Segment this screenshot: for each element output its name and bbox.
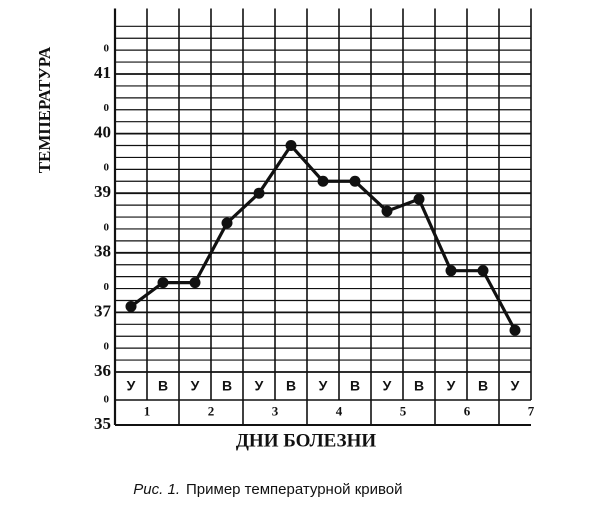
day-label: 1 — [144, 403, 151, 418]
y-tick-degree: 0 — [104, 341, 110, 353]
point — [125, 300, 137, 312]
y-tick-label: 37 — [94, 301, 112, 320]
x-tick-label: В — [414, 378, 424, 394]
x-tick-label: У — [255, 378, 264, 394]
caption-label: Рис. 1. — [133, 481, 180, 498]
y-tick-label: 35 — [94, 414, 111, 433]
day-label: 5 — [400, 403, 407, 418]
day-label: 3 — [272, 403, 279, 418]
point — [253, 187, 265, 199]
x-tick-label: У — [383, 378, 392, 394]
x-tick-label: В — [222, 378, 232, 394]
point — [413, 193, 425, 205]
day-label: 6 — [464, 403, 471, 418]
y-tick-label: 41 — [94, 63, 111, 82]
y-tick-label: 36 — [94, 361, 111, 380]
temperature-line — [130, 143, 517, 332]
y-tick-degree: 0 — [104, 162, 110, 174]
point — [381, 205, 393, 217]
x-tick-label: У — [191, 378, 200, 394]
point — [221, 217, 233, 229]
x-tick-label: У — [127, 378, 136, 394]
y-axis-label: ТЕМПЕРАТУРА — [35, 46, 54, 173]
y-tick-degree: 0 — [104, 394, 110, 406]
x-tick-label: В — [286, 378, 296, 394]
point — [157, 277, 169, 289]
y-tick-degree: 0 — [104, 102, 110, 114]
y-tick-label: 39 — [94, 182, 111, 201]
x-tick-label: В — [478, 378, 488, 394]
caption-text: Пример температурной кривой — [186, 481, 403, 498]
y-tick-label: 40 — [94, 123, 111, 142]
day-label: 7 — [528, 403, 535, 418]
x-tick-label: У — [447, 378, 456, 394]
x-tick-label: В — [350, 378, 360, 394]
point — [189, 277, 201, 289]
point — [445, 265, 457, 277]
y-tick-degree: 0 — [104, 281, 110, 293]
point — [349, 175, 361, 187]
x-tick-label: В — [158, 378, 168, 394]
point — [317, 175, 329, 187]
y-tick-degree: 0 — [104, 221, 110, 233]
point — [285, 140, 297, 152]
x-axis-label: ДНИ БОЛЕЗНИ — [236, 430, 377, 451]
day-label: 2 — [208, 403, 215, 418]
x-tick-label: У — [511, 378, 520, 394]
day-label: 4 — [336, 403, 343, 418]
point — [477, 265, 489, 277]
point — [509, 324, 521, 336]
y-tick-degree: 0 — [104, 43, 110, 55]
x-tick-label: У — [319, 378, 328, 394]
y-tick-label: 38 — [94, 242, 111, 261]
